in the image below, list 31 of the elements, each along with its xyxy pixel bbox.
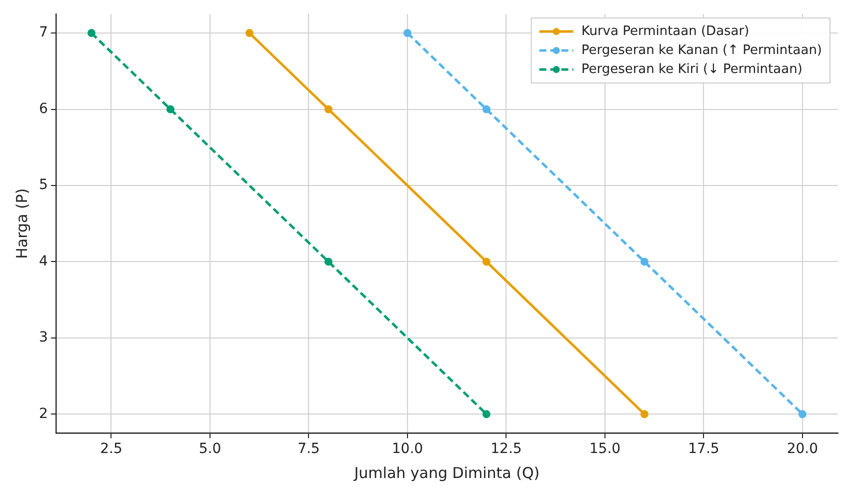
y-tick-label: 4 [38,253,48,270]
point [482,258,490,266]
point [640,410,648,418]
legend-label: Kurva Permintaan (Dasar) [581,24,750,39]
point [324,105,332,114]
x-tick-label: 12.5 [490,441,522,458]
legend-label: Pergeseran ke Kiri (↓ Permintaan) [581,62,802,77]
y-axis-title: Harga (P) [12,188,31,259]
point [640,258,648,266]
x-tick-label: 7.5 [298,441,320,458]
y-tick-label: 2 [38,406,48,422]
x-tick-label: 10.0 [392,441,424,458]
point [403,29,412,38]
point [798,410,806,418]
x-tick-label: 2.5 [100,441,122,458]
point [166,105,174,114]
x-tick-label: 17.5 [688,441,720,458]
point [324,258,332,266]
point [245,29,254,38]
legend-label: Pergeseran ke Kanan (↑ Permintaan) [581,42,822,58]
point [482,105,490,114]
point [482,410,490,418]
x-tick-label: 15.0 [589,441,621,458]
y-tick-label: 5 [38,177,48,194]
y-tick-label: 6 [38,100,48,117]
x-tick-label: 20.0 [786,441,818,458]
x-axis-title: Jumlah yang Diminta (Q) [353,464,540,482]
y-tick-label: 7 [38,24,48,41]
x-tick-label: 5.0 [198,441,222,458]
y-tick-label: 3 [38,330,48,346]
point [87,29,96,38]
